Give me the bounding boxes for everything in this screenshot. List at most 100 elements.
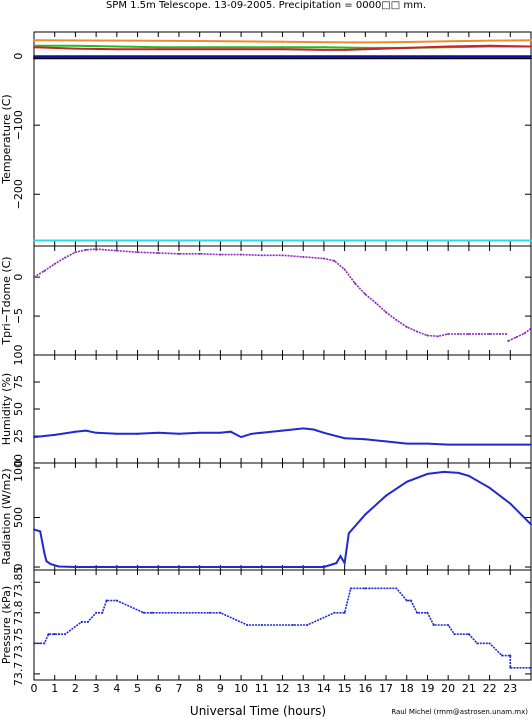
data-point-temperature	[115, 48, 118, 51]
data-point-radiation	[57, 565, 60, 568]
data-point-tpri_tdome	[240, 253, 243, 256]
data-point-pressure	[260, 624, 263, 626]
data-point-radiation	[385, 494, 388, 497]
data-point-pressure	[105, 599, 108, 602]
data-point-radiation	[49, 563, 52, 566]
data-point-pressure	[364, 587, 367, 590]
data-point-tpri_tdome	[498, 332, 501, 335]
chart-title: SPM 1.5m Telescope. 13-09-2005. Precipit…	[106, 0, 426, 11]
data-point-tpri_tdome	[395, 318, 398, 321]
y-tick-label: 73.75	[12, 628, 25, 660]
data-point-radiation	[457, 471, 460, 474]
x-tick-label: 10	[234, 682, 248, 695]
data-point-humidity	[260, 431, 263, 434]
data-point-tpri_tdome	[95, 248, 98, 251]
y-tick-label: −200	[12, 179, 25, 209]
y-tick-label: 0	[12, 460, 25, 467]
data-point-tpri_tdome	[333, 259, 336, 262]
data-point-pressure	[64, 633, 67, 636]
y-tick-label: 1000	[12, 454, 25, 482]
y-axis-label: Tpri−Tdome (C)	[0, 256, 13, 345]
data-point-tpri_tdome	[64, 256, 67, 259]
y-tick-label: 75	[12, 375, 25, 389]
data-point-radiation	[33, 528, 35, 531]
data-point-pressure	[368, 587, 371, 590]
data-point-humidity	[250, 432, 253, 435]
data-point-pressure	[306, 624, 309, 626]
data-point-pressure	[53, 633, 56, 636]
x-tick-label: 12	[276, 682, 290, 695]
data-point-pressure	[467, 633, 470, 636]
data-point-pressure	[142, 611, 145, 614]
panel-frame	[33, 245, 532, 356]
data-point-pressure	[246, 624, 249, 626]
data-point-tpri_tdome	[33, 276, 35, 279]
data-point-humidity	[364, 438, 367, 441]
data-point-humidity	[157, 431, 160, 434]
data-point-pressure	[395, 587, 398, 590]
data-point-radiation	[488, 486, 491, 489]
data-point-temperature	[281, 40, 284, 43]
data-point-radiation	[347, 532, 350, 535]
data-point-radiation	[426, 472, 429, 475]
data-point-tpri_tdome	[157, 252, 160, 255]
data-point-tpri_tdome	[467, 332, 470, 335]
data-point-pressure	[219, 611, 222, 614]
x-tick-label: 16	[358, 682, 372, 695]
data-point-temperature	[343, 41, 346, 44]
y-tick-label: −5	[12, 308, 25, 324]
x-axis-label: Universal Time (hours)	[190, 704, 326, 718]
data-point-pressure	[33, 642, 35, 645]
data-point-humidity	[343, 437, 346, 440]
data-point-temperature	[198, 39, 201, 42]
data-point-humidity	[488, 443, 491, 446]
data-point-temperature	[198, 48, 201, 51]
data-point-temperature	[198, 46, 201, 49]
data-point-tpri_tdome	[505, 332, 508, 335]
y-axis-label: Temperature (C)	[0, 94, 13, 184]
y-tick-label: 500	[12, 507, 25, 528]
data-point-pressure	[509, 666, 512, 669]
data-point-radiation	[157, 566, 160, 569]
data-point-temperature	[240, 48, 243, 51]
y-tick-label: 25	[12, 429, 25, 443]
data-point-pressure	[416, 611, 419, 614]
x-tick-label: 7	[175, 682, 182, 695]
data-point-temperature	[157, 46, 160, 49]
y-tick-label: 100	[12, 345, 25, 366]
data-point-temperature	[157, 48, 160, 51]
y-axis-label: Pressure (kPa)	[0, 586, 13, 664]
data-point-tpri_tdome	[74, 251, 77, 254]
series-line-tpri_tdome-1	[507, 327, 532, 342]
data-point-tpri_tdome	[281, 254, 284, 257]
series-line-tpri_tdome-0	[33, 248, 507, 338]
x-tick-label: 17	[379, 682, 393, 695]
data-point-humidity	[405, 442, 408, 445]
y-tick-label: 73.8	[12, 601, 25, 626]
y-axis-label: Radiation (W/m2)	[0, 468, 13, 564]
x-tick-label: 15	[338, 682, 352, 695]
data-point-pressure	[409, 599, 412, 602]
series-line-pressure-0	[34, 587, 531, 669]
panel-frame	[33, 31, 532, 247]
data-point-pressure	[349, 587, 352, 590]
y-tick-label: 0	[12, 53, 25, 60]
data-point-tpri_tdome	[53, 262, 56, 265]
data-point-pressure	[453, 633, 456, 636]
x-tick-label: 5	[134, 682, 141, 695]
data-point-temperature	[281, 46, 284, 49]
x-tick-label: 6	[155, 682, 162, 695]
data-point-radiation	[405, 480, 408, 483]
data-point-radiation	[198, 566, 201, 569]
data-point-temperature	[281, 48, 284, 51]
data-point-temperature	[33, 55, 35, 58]
data-point-humidity	[136, 432, 139, 435]
data-point-radiation	[115, 566, 118, 569]
data-point-temperature	[33, 39, 35, 42]
data-point-tpri_tdome	[374, 301, 377, 304]
data-point-humidity	[302, 427, 305, 430]
data-point-humidity	[219, 431, 222, 434]
data-point-pressure	[501, 654, 504, 657]
